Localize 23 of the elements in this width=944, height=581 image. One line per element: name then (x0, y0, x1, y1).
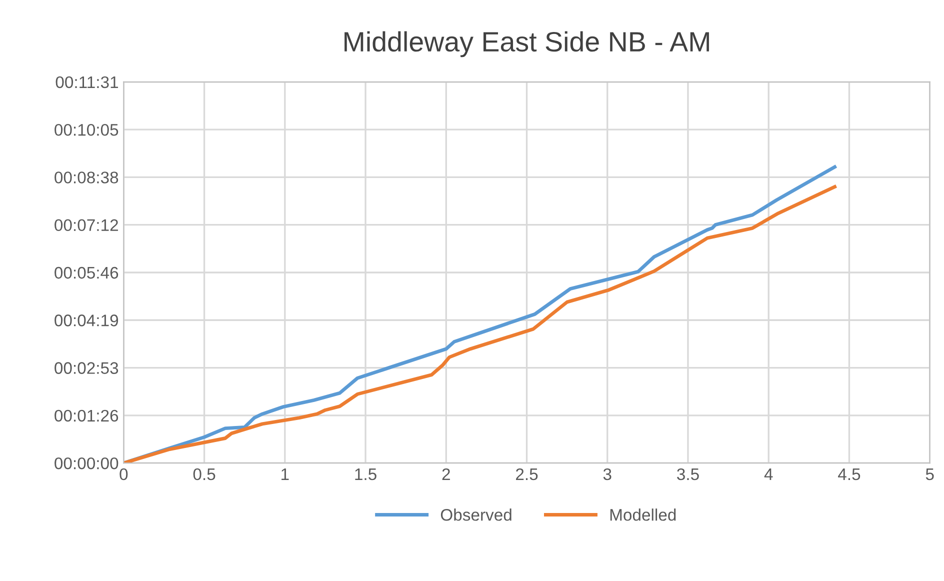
x-tick-label: 3 (603, 468, 612, 480)
x-tick-label: 1 (282, 468, 289, 480)
y-tick-label: 00:05:46 (54, 266, 118, 279)
x-tick-label: 4.5 (838, 468, 860, 480)
y-tick-label: 00:04:19 (54, 314, 118, 326)
legend-label: Modelled (610, 508, 676, 521)
chart-title: Middleway East Side NB - AM (344, 31, 709, 58)
x-tick-label: 1.5 (355, 468, 376, 480)
y-tick-label: 00:08:38 (54, 172, 118, 184)
x-tick-label: 0 (120, 468, 128, 480)
y-tick-label: 00:11:31 (56, 76, 118, 88)
y-tick-label: 00:00:00 (54, 457, 118, 470)
legend-label: Observed (440, 508, 512, 521)
y-tick-label: 00:10:05 (54, 124, 118, 136)
y-tick-label: 00:01:26 (54, 410, 118, 422)
x-tick-label: 2 (442, 468, 450, 480)
x-tick-label: 4 (764, 468, 773, 480)
y-tick-label: 00:02:53 (54, 362, 118, 374)
x-tick-label: 2.5 (516, 468, 538, 480)
y-tick-label: 00:07:12 (54, 219, 118, 232)
x-tick-label: 3.5 (677, 468, 699, 480)
x-tick-label: 5 (926, 468, 934, 480)
x-tick-label: 0.5 (193, 468, 216, 480)
